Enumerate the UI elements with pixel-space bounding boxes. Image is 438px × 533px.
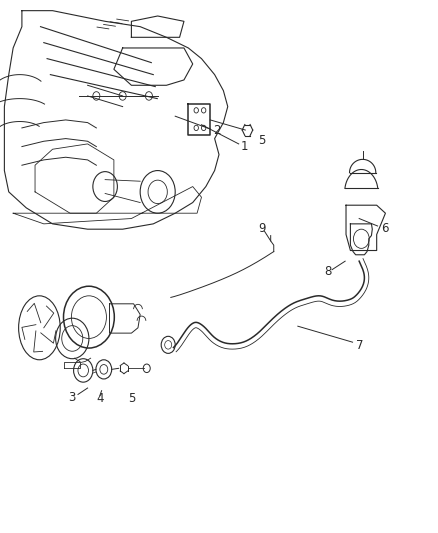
Text: 4: 4 — [96, 392, 104, 405]
Text: 7: 7 — [356, 339, 364, 352]
Text: 2: 2 — [213, 124, 221, 137]
Text: 9: 9 — [258, 222, 266, 235]
Text: 1: 1 — [240, 140, 248, 152]
Text: 8: 8 — [324, 265, 331, 278]
Text: 6: 6 — [381, 222, 389, 235]
Text: 3: 3 — [69, 391, 76, 403]
Text: 5: 5 — [258, 134, 265, 147]
Text: 5: 5 — [129, 392, 136, 405]
